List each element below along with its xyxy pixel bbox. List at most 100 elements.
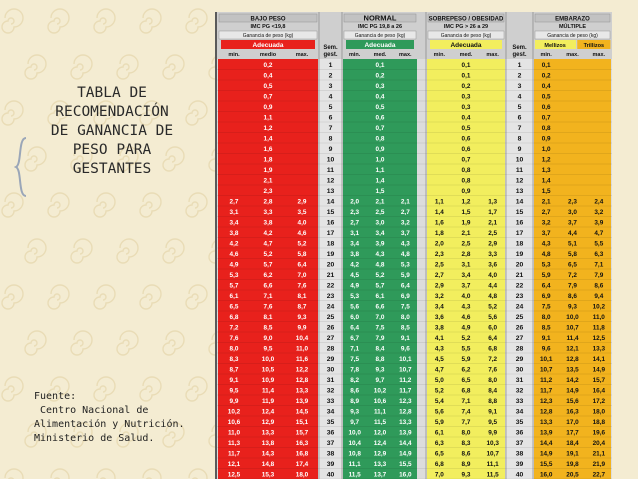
week-number: 30 [327, 366, 335, 373]
normal-cell-value: 3,1 [350, 230, 359, 237]
week-number: 28 [516, 345, 524, 352]
sobrepeso-cell-value: 0,6 [462, 135, 471, 142]
gest-label: gest. [512, 52, 526, 58]
sobrepeso-cell-value: 2,9 [435, 282, 444, 289]
week-number: 20 [327, 261, 335, 268]
week-number: 13 [327, 188, 335, 195]
week-column-bg [506, 59, 533, 479]
title-line: TABLA DE [77, 85, 147, 101]
embarazo-cell-value: 4,4 [568, 230, 577, 237]
normal-cell-value: 12,3 [399, 398, 412, 405]
embarazo-cell-value: 14,2 [566, 377, 579, 384]
bajo-peso-cell-value: 0,4 [264, 72, 273, 79]
sobrepeso-cell-value: 6,3 [435, 440, 444, 447]
normal-cell-value: 6,9 [401, 293, 410, 300]
normal-cell-value: 8,9 [350, 398, 359, 405]
normal-band-label: Adecuada [364, 42, 395, 49]
embarazo-cell-value: 9,1 [542, 335, 551, 342]
sobrepeso-cell-value: 6,4 [488, 335, 497, 342]
embarazo-cell-value: 6,3 [594, 251, 603, 258]
swirl-ornament [24, 330, 47, 356]
week-number: 2 [329, 72, 333, 79]
bajo-peso-col-label: medio [260, 52, 277, 58]
week-number: 7 [518, 125, 522, 132]
bajo-peso-cell-value: 15,3 [262, 471, 275, 478]
bajo-peso-cell-value: 8,7 [298, 303, 307, 310]
bajo-peso-cell-value: 11,0 [296, 345, 309, 352]
week-number: 38 [516, 450, 524, 457]
embarazo-cell-value: 0,4 [542, 83, 551, 90]
bajo-peso-cell-value: 9,5 [264, 345, 273, 352]
bajo-peso-cell-value: 14,8 [262, 461, 275, 468]
week-number: 1 [329, 62, 333, 69]
embarazo-cell-value: 11,0 [593, 314, 606, 321]
week-number: 21 [327, 272, 335, 279]
normal-cell-value: 7,0 [376, 314, 385, 321]
bajo-peso-cell-value: 13,3 [296, 387, 309, 394]
week-number: 14 [516, 198, 524, 205]
week-number: 32 [327, 387, 335, 394]
embarazo-cell-value: 4,7 [594, 230, 603, 237]
bajo-peso-cell-value: 4,6 [230, 251, 239, 258]
week-number: 4 [329, 93, 333, 100]
week-number: 20 [516, 261, 524, 268]
sobrepeso-cell-value: 11,1 [487, 461, 500, 468]
normal-cell-value: 2,3 [350, 209, 359, 216]
sobrepeso-band [430, 40, 502, 49]
week-number: 35 [327, 419, 335, 426]
sobrepeso-cell-value: 0,1 [462, 72, 471, 79]
week-number: 12 [327, 177, 335, 184]
embarazo-cell-value: 15,7 [593, 377, 606, 384]
embarazo-cell-value: 18,4 [566, 440, 579, 447]
sobrepeso-cell-value: 1,9 [462, 219, 471, 226]
bajo-peso-cell-value: 3,4 [230, 219, 239, 226]
normal-cell-value: 3,9 [376, 240, 385, 247]
bajo-peso-cell-value: 0,9 [264, 104, 273, 111]
bajo-peso-cell-value: 2,1 [264, 177, 273, 184]
swirl-ornament [116, 422, 139, 448]
embarazo-col-label: max. [593, 52, 606, 58]
normal-title: NORMAL [364, 14, 397, 23]
sobrepeso-cell-value: 8,0 [462, 429, 471, 436]
week-number: 15 [327, 209, 335, 216]
embarazo-cell-value: 22,7 [593, 471, 606, 478]
embarazo-cell-value: 12,5 [593, 335, 606, 342]
bajo-peso-cell-value: 8,1 [298, 293, 307, 300]
week-number: 17 [516, 230, 524, 237]
normal-cell-value: 7,8 [350, 366, 359, 373]
bajo-peso-cell-value: 3,3 [264, 209, 273, 216]
swirl-ornament [142, 468, 162, 479]
bajo-peso-band [221, 40, 315, 49]
normal-cell-value: 6,6 [376, 303, 385, 310]
swirl-ornament [24, 422, 47, 448]
sobrepeso-cell-value: 3,4 [462, 272, 471, 279]
week-number: 38 [327, 450, 335, 457]
bajo-peso-cell-value: 9,5 [230, 387, 239, 394]
bajo-peso-cell-value: 11,3 [228, 440, 241, 447]
embarazo-cell-value: 21,1 [593, 450, 606, 457]
sobrepeso-cell-value: 4,5 [435, 356, 444, 363]
embarazo-trillizos-label: Trillizos [584, 43, 604, 49]
embarazo-cell-value: 3,2 [594, 209, 603, 216]
normal-cell-value: 9,3 [376, 366, 385, 373]
sobrepeso-cell-value: 3,3 [488, 251, 497, 258]
sobrepeso-cell-value: 5,4 [435, 398, 444, 405]
embarazo-cell-value: 9,4 [594, 293, 603, 300]
sobrepeso-cell-value: 3,1 [462, 261, 471, 268]
swirl-ornament [116, 54, 139, 80]
week-number: 29 [327, 356, 335, 363]
bajo-peso-cell-value: 6,2 [264, 272, 273, 279]
swirl-ornament [1, 192, 24, 218]
sobrepeso-band-label: Adecuada [450, 42, 481, 49]
bajo-peso-cell-value: 9,3 [298, 314, 307, 321]
embarazo-cell-value: 14,4 [540, 440, 553, 447]
sobrepeso-cell-value: 8,3 [462, 440, 471, 447]
normal-cell-value: 6,0 [350, 314, 359, 321]
normal-cell-value: 13,3 [374, 461, 387, 468]
week-number: 23 [327, 293, 335, 300]
normal-cell-value: 8,2 [350, 377, 359, 384]
sobrepeso-cell-value: 2,9 [488, 240, 497, 247]
embarazo-cell-value: 3,0 [568, 209, 577, 216]
embarazo-cell-value: 2,4 [594, 198, 603, 205]
